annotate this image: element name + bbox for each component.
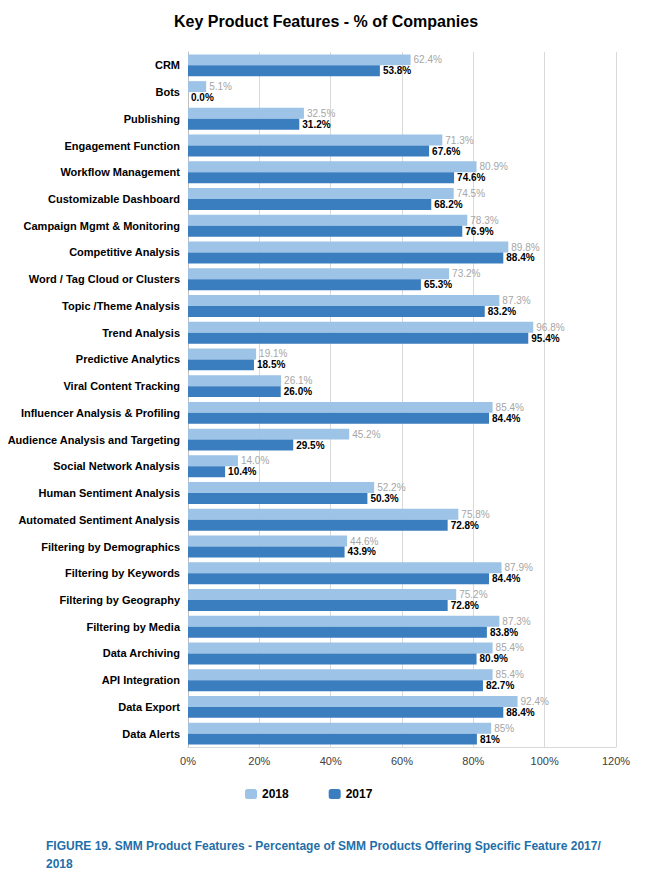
svg-text:65.3%: 65.3% bbox=[424, 279, 452, 290]
svg-text:Publishing: Publishing bbox=[124, 113, 180, 125]
svg-text:88.4%: 88.4% bbox=[506, 707, 534, 718]
svg-text:Filtering by Demographics: Filtering by Demographics bbox=[41, 541, 180, 553]
svg-text:45.2%: 45.2% bbox=[352, 429, 380, 440]
svg-text:92.4%: 92.4% bbox=[521, 696, 549, 707]
svg-text:Word / Tag Cloud or Clusters: Word / Tag Cloud or Clusters bbox=[29, 273, 180, 285]
svg-text:Social Network Analysis: Social Network Analysis bbox=[53, 460, 180, 472]
svg-text:20%: 20% bbox=[248, 755, 270, 767]
svg-text:Trend Analysis: Trend Analysis bbox=[102, 327, 180, 339]
svg-text:26.1%: 26.1% bbox=[284, 375, 312, 386]
svg-text:Human Sentiment Analysis: Human Sentiment Analysis bbox=[39, 487, 180, 499]
svg-text:5.1%: 5.1% bbox=[209, 81, 232, 92]
svg-text:72.8%: 72.8% bbox=[451, 600, 479, 611]
svg-text:80.9%: 80.9% bbox=[480, 653, 508, 664]
svg-text:Viral Content Tracking: Viral Content Tracking bbox=[63, 380, 180, 392]
svg-text:29.5%: 29.5% bbox=[296, 440, 324, 451]
svg-text:Workflow Management: Workflow Management bbox=[60, 166, 180, 178]
svg-text:87.9%: 87.9% bbox=[505, 562, 533, 573]
svg-text:73.2%: 73.2% bbox=[452, 268, 480, 279]
svg-text:Engagement Function: Engagement Function bbox=[65, 140, 181, 152]
svg-text:71.3%: 71.3% bbox=[445, 135, 473, 146]
svg-text:85%: 85% bbox=[494, 723, 514, 734]
svg-text:78.3%: 78.3% bbox=[470, 215, 498, 226]
svg-text:Data Alerts: Data Alerts bbox=[122, 728, 180, 740]
svg-text:89.8%: 89.8% bbox=[511, 242, 539, 253]
svg-text:CRM: CRM bbox=[155, 59, 180, 71]
svg-text:81%: 81% bbox=[480, 734, 500, 745]
svg-text:Audience Analysis and Targetin: Audience Analysis and Targeting bbox=[8, 434, 180, 446]
svg-text:18.5%: 18.5% bbox=[257, 359, 285, 370]
svg-text:Bots: Bots bbox=[156, 86, 180, 98]
svg-text:80%: 80% bbox=[462, 755, 484, 767]
svg-text:76.9%: 76.9% bbox=[465, 226, 493, 237]
svg-text:2018: 2018 bbox=[46, 857, 73, 871]
svg-text:100%: 100% bbox=[531, 755, 559, 767]
svg-text:67.6%: 67.6% bbox=[432, 146, 460, 157]
svg-text:FIGURE 19. SMM Product Feature: FIGURE 19. SMM Product Features - Percen… bbox=[46, 839, 601, 853]
svg-text:85.4%: 85.4% bbox=[496, 642, 524, 653]
svg-text:52.2%: 52.2% bbox=[377, 482, 405, 493]
svg-text:87.3%: 87.3% bbox=[502, 616, 530, 627]
svg-text:88.4%: 88.4% bbox=[506, 252, 534, 263]
svg-text:68.2%: 68.2% bbox=[434, 199, 462, 210]
svg-text:96.8%: 96.8% bbox=[536, 322, 564, 333]
svg-text:Filtering by Geography: Filtering by Geography bbox=[60, 594, 181, 606]
svg-text:120%: 120% bbox=[602, 755, 630, 767]
svg-text:50.3%: 50.3% bbox=[370, 493, 398, 504]
svg-text:62.4%: 62.4% bbox=[414, 54, 442, 65]
svg-text:75.8%: 75.8% bbox=[461, 509, 489, 520]
svg-text:Filtering by Media: Filtering by Media bbox=[86, 621, 180, 633]
svg-text:32.5%: 32.5% bbox=[307, 108, 335, 119]
svg-text:2018: 2018 bbox=[262, 787, 289, 801]
svg-text:95.4%: 95.4% bbox=[531, 333, 559, 344]
svg-text:31.2%: 31.2% bbox=[302, 119, 330, 130]
svg-text:Data Archiving: Data Archiving bbox=[103, 647, 180, 659]
svg-text:44.6%: 44.6% bbox=[350, 536, 378, 547]
svg-text:Key Product Features - % of Co: Key Product Features - % of Companies bbox=[174, 13, 478, 30]
svg-text:43.9%: 43.9% bbox=[348, 546, 376, 557]
svg-text:Filtering by Keywords: Filtering by Keywords bbox=[65, 567, 180, 579]
svg-text:60%: 60% bbox=[391, 755, 413, 767]
svg-text:83.8%: 83.8% bbox=[490, 627, 518, 638]
svg-text:0%: 0% bbox=[180, 755, 196, 767]
svg-text:53.8%: 53.8% bbox=[383, 65, 411, 76]
svg-text:83.2%: 83.2% bbox=[488, 306, 516, 317]
svg-text:Automated Sentiment Analysis: Automated Sentiment Analysis bbox=[18, 514, 180, 526]
svg-text:19.1%: 19.1% bbox=[259, 348, 287, 359]
svg-text:40%: 40% bbox=[320, 755, 342, 767]
svg-text:2017: 2017 bbox=[346, 787, 373, 801]
svg-text:26.0%: 26.0% bbox=[284, 386, 312, 397]
svg-text:Topic /Theme Analysis: Topic /Theme Analysis bbox=[62, 300, 180, 312]
svg-text:72.8%: 72.8% bbox=[451, 520, 479, 531]
svg-text:Predictive Analytics: Predictive Analytics bbox=[76, 353, 180, 365]
svg-text:Campaign Mgmt & Monitoring: Campaign Mgmt & Monitoring bbox=[24, 220, 180, 232]
svg-text:84.4%: 84.4% bbox=[492, 413, 520, 424]
svg-text:74.6%: 74.6% bbox=[457, 172, 485, 183]
svg-text:84.4%: 84.4% bbox=[492, 573, 520, 584]
svg-text:82.7%: 82.7% bbox=[486, 680, 514, 691]
svg-text:87.3%: 87.3% bbox=[502, 295, 530, 306]
svg-text:80.9%: 80.9% bbox=[480, 161, 508, 172]
svg-text:14.0%: 14.0% bbox=[241, 455, 269, 466]
svg-text:Customizable Dashboard: Customizable Dashboard bbox=[48, 193, 180, 205]
svg-text:Competitive Analysis: Competitive Analysis bbox=[69, 246, 180, 258]
svg-text:85.4%: 85.4% bbox=[496, 669, 524, 680]
svg-text:75.2%: 75.2% bbox=[459, 589, 487, 600]
svg-text:0.0%: 0.0% bbox=[191, 92, 214, 103]
svg-text:10.4%: 10.4% bbox=[228, 466, 256, 477]
svg-text:Data Export: Data Export bbox=[118, 701, 180, 713]
svg-text:85.4%: 85.4% bbox=[496, 402, 524, 413]
svg-text:Influencer Analysis & Profilin: Influencer Analysis & Profiling bbox=[21, 407, 180, 419]
svg-text:API Integration: API Integration bbox=[102, 674, 181, 686]
svg-text:74.5%: 74.5% bbox=[457, 188, 485, 199]
